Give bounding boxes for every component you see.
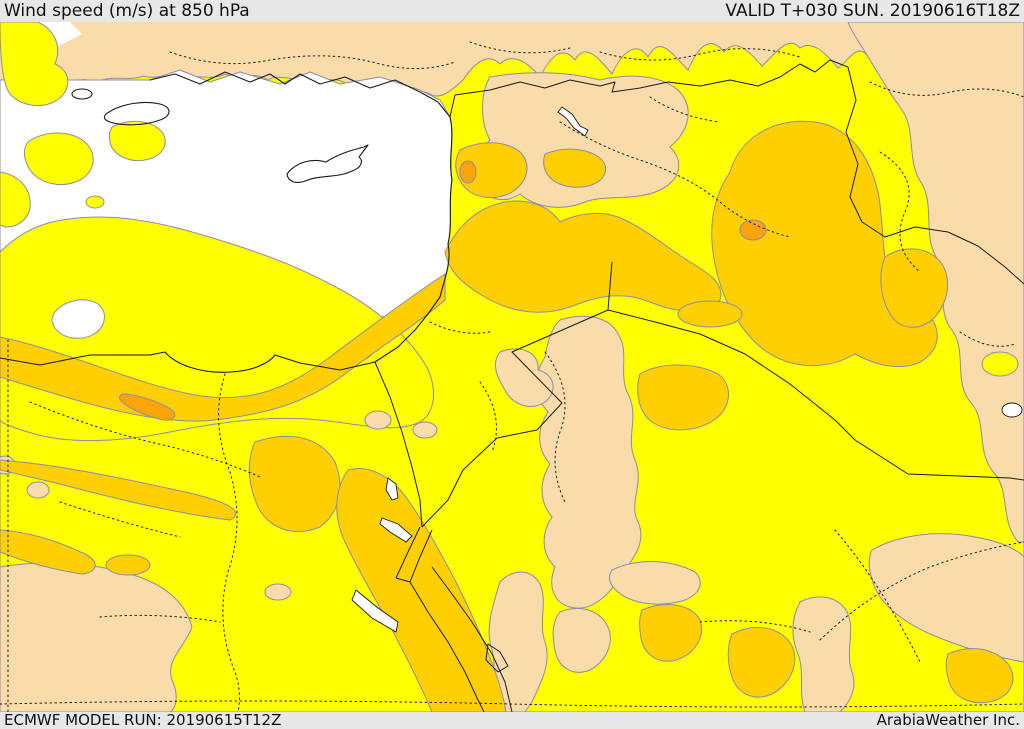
dead-sea — [385, 477, 399, 501]
iraq-gold — [711, 120, 938, 368]
attribution-label: ArabiaWeather Inc. — [876, 711, 1020, 729]
inland-water — [351, 106, 1023, 633]
calm-hole-over-sea — [51, 299, 105, 339]
orange-wind-spots — [119, 160, 767, 421]
iraq-iran-border — [845, 66, 1024, 285]
cyprus — [286, 144, 369, 183]
israel-egypt-border — [374, 361, 423, 528]
valid-time-label: VALID T+030 SUN. 20190616T18Z — [725, 0, 1020, 21]
jordan-saudi-border — [421, 309, 609, 528]
desert-south-arm — [488, 571, 548, 712]
crete — [103, 101, 170, 126]
red-sea-gold — [336, 468, 507, 712]
footer-bar: ECMWF MODEL RUN: 20190615T12Z ArabiaWeat… — [0, 712, 1024, 729]
egypt-gold-swath — [0, 273, 446, 422]
map-canvas — [0, 22, 1024, 712]
gold-wind-band — [0, 120, 1014, 712]
red-sea-shores — [395, 566, 513, 712]
iraq-saudi-border — [607, 261, 1024, 481]
page-title: Wind speed (m/s) at 850 hPa — [4, 0, 250, 21]
levant-egypt-coastline — [0, 116, 453, 373]
borders — [0, 59, 1024, 712]
turkey-syria-border — [449, 59, 849, 118]
sinai-gold — [248, 435, 341, 532]
wind-speed-map — [0, 22, 1024, 712]
header-bar: Wind speed (m/s) at 850 hPa VALID T+030 … — [0, 0, 1024, 22]
model-run-label: ECMWF MODEL RUN: 20190615T12Z — [4, 711, 282, 729]
dotted-lines — [0, 41, 1024, 712]
lake-tuz — [557, 106, 589, 137]
syria-gold — [444, 200, 722, 313]
gulf-of-aqaba-shores — [395, 526, 433, 583]
turkey-coastline — [149, 71, 451, 118]
gulf-of-suez — [351, 589, 399, 633]
